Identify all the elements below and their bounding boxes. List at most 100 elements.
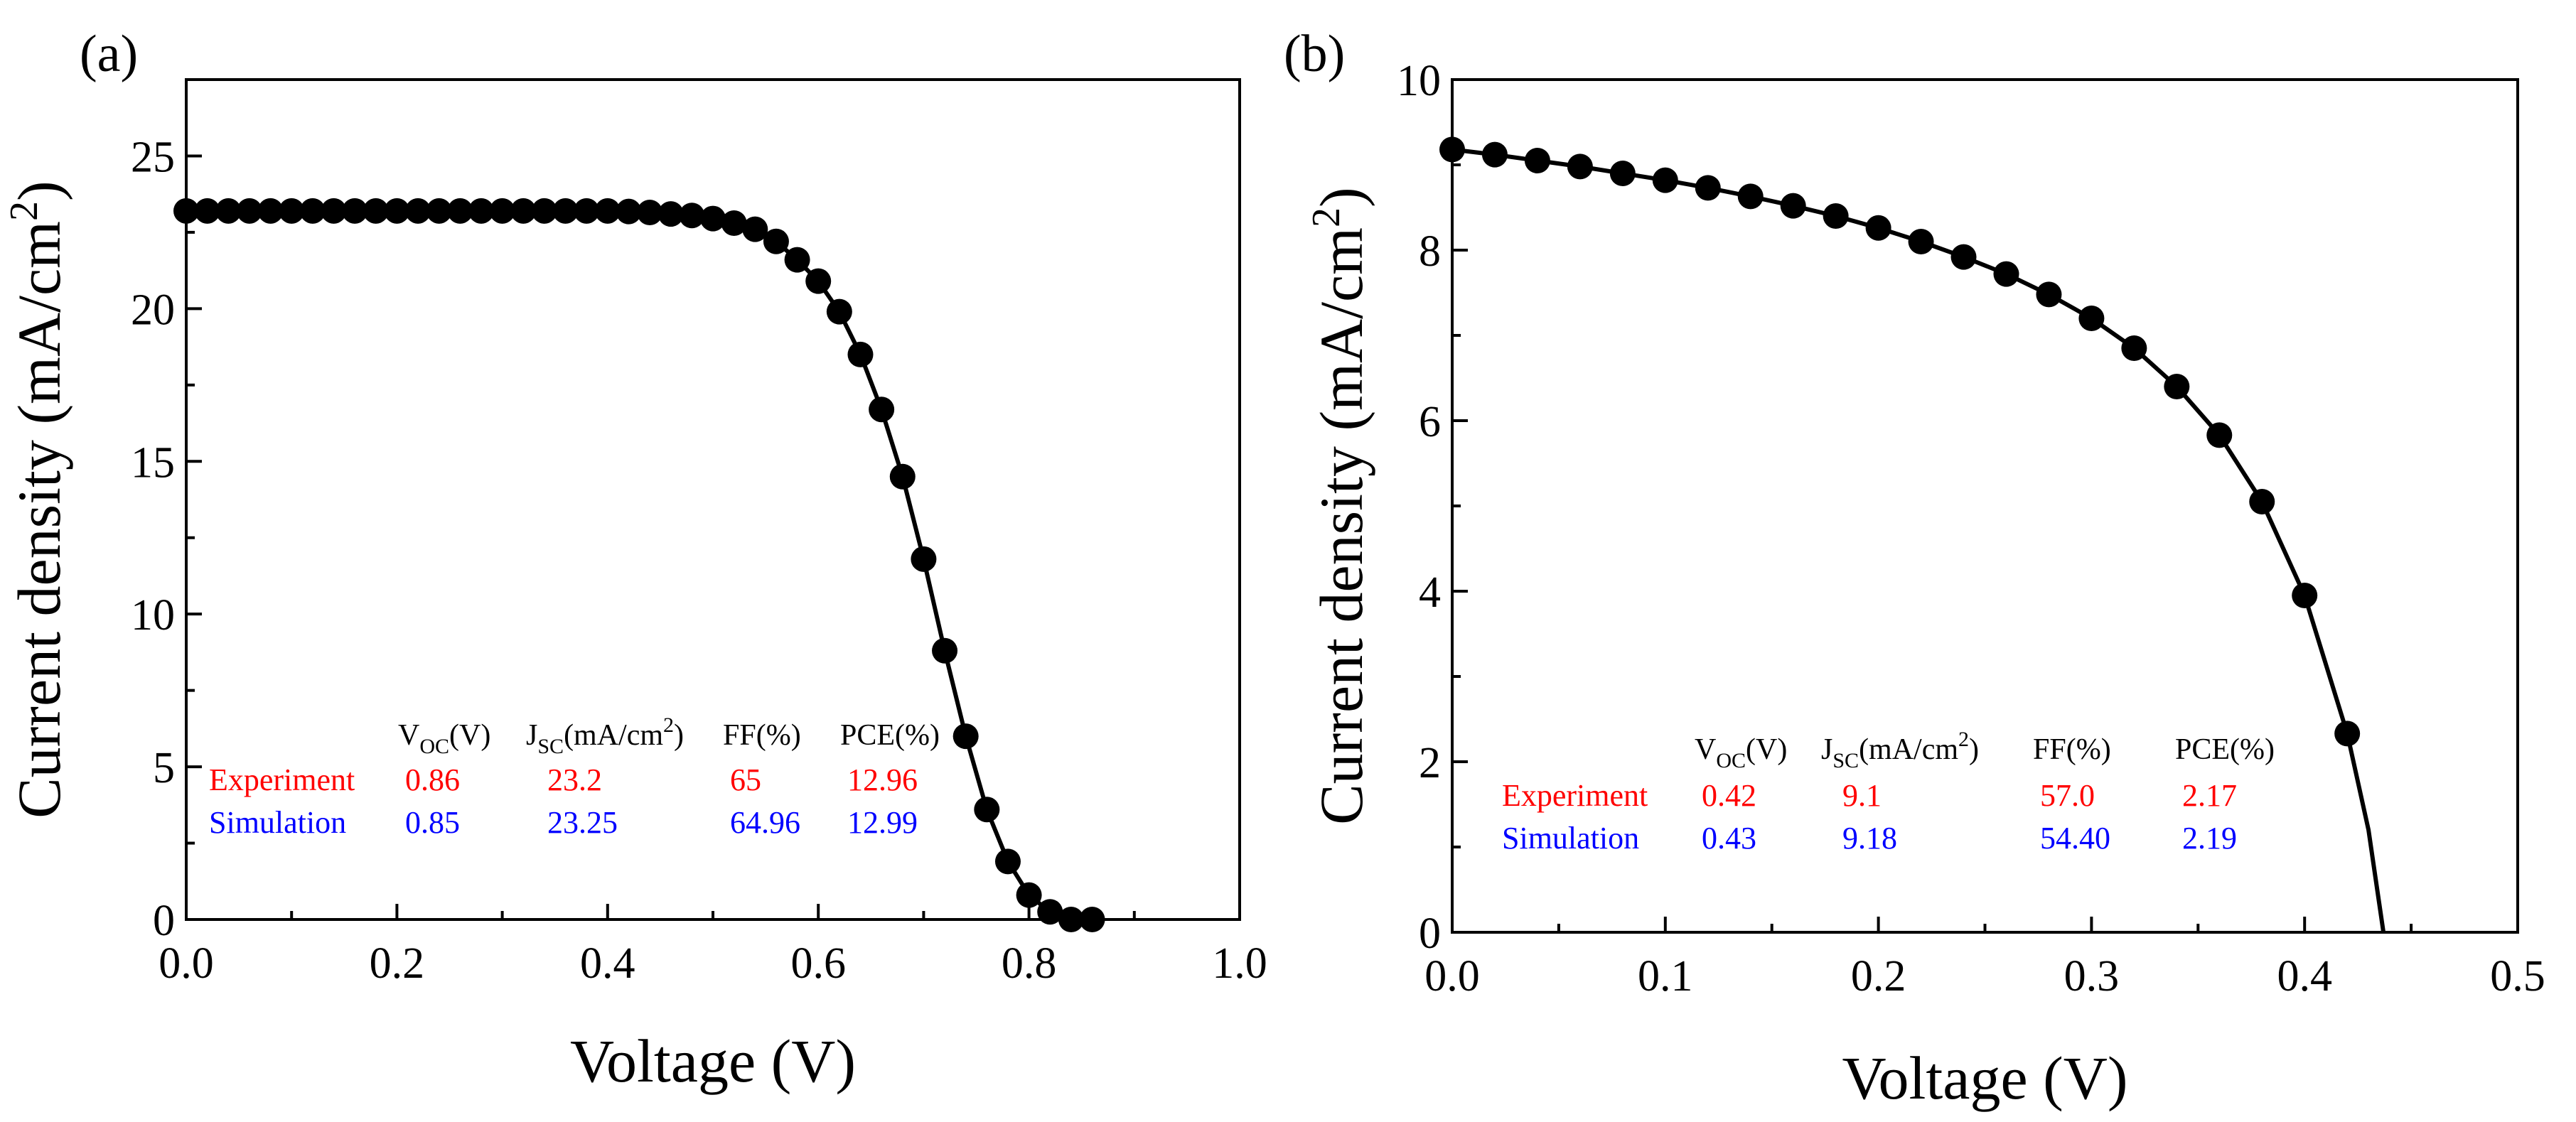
data-point [215,198,242,224]
data-point [826,298,852,325]
y-axis-title-main: Current density (mA/cm [1307,227,1375,825]
y-axis-title-tail: ) [1307,187,1375,207]
table-cell: 9.18 [1842,821,1897,856]
data-point [1780,193,1806,219]
x-tick-label: 0.1 [1638,952,1693,1000]
y-tick-label: 0 [1419,910,1441,958]
data-point [763,228,789,254]
data-point [1037,899,1063,925]
table-cell: 0.42 [1702,778,1756,813]
table-header-sup: 2 [1958,728,1969,751]
data-point [742,216,768,242]
table-cell: 2.17 [2182,778,2237,813]
table-header: JSC(mA/cm2) [1821,728,1979,772]
table-header: FF(%) [2033,733,2111,766]
data-point [363,198,389,224]
y-axis-title-sup: 2 [1304,207,1348,227]
table-header-sub: OC [419,735,449,758]
y-axis-title-tail: ) [5,180,73,201]
y-tick-label: 10 [1397,57,1441,105]
table-row-label: Simulation [1502,821,1639,856]
table-cell: 0.86 [405,762,460,797]
y-axis-title: Current density (mA/cm2) [1304,187,1375,824]
data-point [700,205,726,232]
table-header-tail: (V) [449,719,490,752]
table-cell: 54.40 [2040,821,2110,856]
table-cell: 9.1 [1842,778,1882,813]
table-header-sup: 2 [663,713,674,737]
y-tick-label: 15 [131,438,175,487]
table-header: FF(%) [723,719,801,752]
panel-label: (b) [1284,25,1345,83]
data-point [721,210,747,237]
data-point [426,198,452,224]
data-point [1016,882,1042,908]
data-point [342,198,368,224]
y-tick-label: 8 [1419,227,1441,276]
data-point [2164,374,2190,399]
data-point [1695,175,1721,201]
x-tick-label: 0.8 [1002,939,1057,988]
y-tick-label: 20 [131,286,175,334]
table-row-label: Experiment [1502,778,1648,813]
x-tick-label: 0.0 [1424,952,1480,1000]
table-row-label: Experiment [209,762,355,797]
table-header-tail: (mA/cm [564,719,663,752]
data-point [2249,489,2275,514]
table-cell: 12.96 [847,762,918,797]
table-cell: 64.96 [730,805,800,840]
data-point [1524,148,1550,173]
table-header-sub: OC [1716,749,1746,772]
x-tick-label: 0.5 [2490,952,2545,1000]
table-header-main: J [1821,733,1832,766]
x-tick-label: 0.2 [370,939,425,988]
data-point [1865,215,1891,241]
table-cell: 57.0 [2040,778,2095,813]
y-tick-label: 2 [1419,739,1441,787]
x-tick-label: 1.0 [1212,939,1267,988]
data-point [658,201,684,227]
data-point [1609,161,1636,186]
table-header-sub: SC [1832,749,1859,772]
chart-panel-a: (a) 0.0 0.2 0.4 0.6 0.8 1.0 0 5 10 15 20 25 Voltage (… [2,25,1267,1095]
y-tick-label: 25 [131,133,175,181]
data-point [637,199,663,225]
x-axis-title: Voltage (V) [1842,1044,2127,1112]
table-header: PCE(%) [840,719,940,752]
y-tick-label: 0 [153,897,175,945]
data-point [257,198,284,224]
data-point [784,247,810,273]
table-header-main: V [1695,733,1716,766]
table-header: JSC(mA/cm2) [526,713,684,758]
x-tick-label: 0.0 [159,939,214,988]
data-point [405,198,431,224]
data-point [847,341,874,367]
data-point [974,797,1000,823]
data-point [1823,203,1849,229]
table-cell: 0.43 [1702,821,1756,856]
chart-panel-b: (b) 0.0 0.1 0.2 0.3 0.4 0.5 0 2 4 6 8 10 Voltage (V) C… [1284,25,2545,1112]
x-tick-label: 0.2 [1851,952,1906,1000]
data-point [2078,306,2105,331]
y-tick-label: 5 [153,744,175,792]
data-point [679,203,705,229]
y-axis-title: Current density (mA/cm2) [2,180,73,818]
data-point [384,198,410,224]
table-row-label: Simulation [209,805,346,840]
y-tick-label: 10 [131,591,175,640]
table-cell: 12.99 [847,805,918,840]
data-point [531,198,557,224]
table-header: VOC(V) [1695,733,1787,772]
table-cell: 65 [730,762,761,797]
data-point [2292,583,2318,608]
data-point [911,546,937,572]
data-point [1737,183,1764,210]
data-point [1058,907,1084,932]
table-header-main: PCE(%) [840,719,940,752]
data-point [447,198,473,224]
data-point [321,198,347,224]
data-point [173,198,199,224]
y-tick-label: 6 [1419,398,1441,446]
